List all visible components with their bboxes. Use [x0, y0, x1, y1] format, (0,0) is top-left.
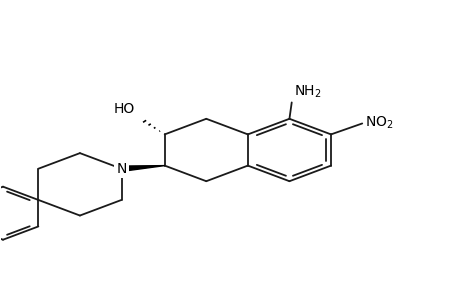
Text: N: N — [116, 162, 126, 176]
Text: NH$_2$: NH$_2$ — [293, 84, 321, 100]
Polygon shape — [121, 166, 164, 171]
Text: NO$_2$: NO$_2$ — [364, 115, 392, 131]
Text: HO: HO — [113, 102, 134, 116]
